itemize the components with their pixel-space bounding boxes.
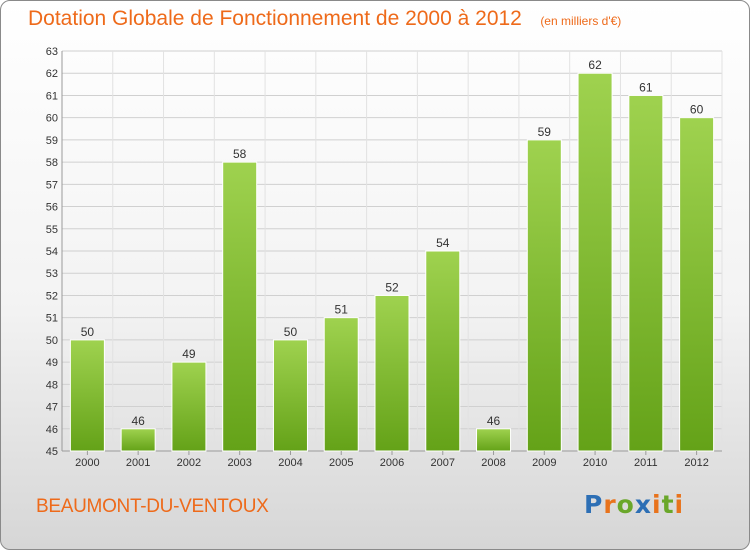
y-tick-label: 58 [46,157,58,169]
value-label: 58 [233,147,247,161]
bar [425,250,461,452]
y-tick-label: 57 [46,179,58,191]
value-label: 50 [81,325,95,339]
x-tick-label: 2004 [278,457,302,469]
bar [577,72,613,452]
value-label: 60 [690,103,704,117]
logo-letter: t [661,490,675,519]
bar [679,117,715,452]
bar [272,339,308,452]
x-tick-label: 2006 [380,457,404,469]
value-label: 50 [284,325,298,339]
commune-name: BEAUMONT-DU-VENTOUX [36,496,269,517]
logo-letter: i [674,490,685,519]
y-tick-label: 49 [46,357,58,369]
bar [374,294,410,452]
bar [222,161,258,452]
x-tick-label: 2008 [481,457,505,469]
bar [120,428,156,452]
logo-letter: i [652,490,662,519]
y-tick-label: 51 [46,313,58,325]
y-tick-label: 50 [46,335,58,347]
value-label: 59 [538,125,552,139]
chart-title: Dotation Globale de Fonctionnement de 20… [28,7,522,30]
bar [323,317,359,452]
x-tick-label: 2000 [75,457,99,469]
y-tick-label: 48 [46,379,58,391]
y-tick-label: 62 [46,68,58,80]
y-tick-label: 52 [46,290,58,302]
logo-letter: o [616,490,635,519]
y-tick-label: 54 [46,246,58,258]
y-tick-label: 46 [46,424,58,436]
y-tick-label: 55 [46,224,58,236]
value-label: 49 [182,347,196,361]
value-label: 46 [131,414,145,428]
y-tick-label: 45 [46,446,58,458]
title-row: Dotation Globale de Fonctionnement de 20… [28,7,621,31]
x-tick-label: 2012 [684,457,708,469]
x-tick-label: 2007 [431,457,455,469]
y-tick-label: 59 [46,135,58,147]
bar [69,339,105,452]
x-tick-label: 2003 [227,457,251,469]
y-tick-label: 63 [46,46,58,58]
chart-subtitle: (en milliers d'€) [540,14,622,28]
bars [69,72,715,452]
logo-letter: P [584,490,604,519]
y-tick-label: 56 [46,202,58,214]
logo-letter: x [634,490,652,519]
y-tick-label: 60 [46,113,58,125]
y-tick-label: 61 [46,90,58,102]
value-label: 62 [588,58,602,72]
x-tick-label: 2005 [329,457,353,469]
value-label: 54 [436,236,450,250]
y-axis-tick-labels: 45 46 47 48 49 50 51 52 53 54 55 56 57 58 59 60 61 62 63 [46,46,58,458]
x-tick-label: 2010 [583,457,607,469]
value-label: 51 [335,303,349,317]
y-tick-label: 47 [46,402,58,414]
x-axis-tick-labels: 2000 2001 2002 2003 2004 2005 2006 2007 2008 2009… [75,451,709,469]
logo-letter: r [603,490,617,519]
x-tick-label: 2011 [634,457,658,469]
x-tick-label: 2001 [126,457,150,469]
bar [476,428,512,452]
value-label: 61 [639,80,653,94]
proxiti-logo: Proxiti [584,490,684,519]
value-label: 52 [385,280,399,294]
bar [628,94,664,452]
bar [526,139,562,452]
value-labels: 50 46 49 58 50 51 52 54 46 59 62 61 60 [81,58,704,428]
y-tick-label: 53 [46,268,58,280]
x-tick-label: 2002 [177,457,201,469]
value-label: 46 [487,414,501,428]
bar [171,361,207,452]
x-tick-label: 2009 [532,457,556,469]
